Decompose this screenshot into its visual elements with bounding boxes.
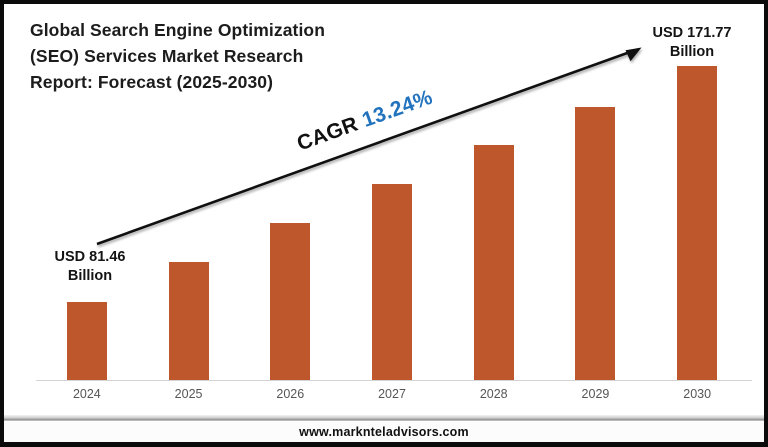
bar-2026 [270,223,311,380]
x-axis-label-2024: 2024 [72,387,101,401]
bar-column-2024 [36,60,138,380]
chart-title-line-2: (SEO) Services Market Research [30,46,304,66]
bar-column-2029 [545,60,647,380]
bar-2024 [66,302,107,380]
bar-2025 [168,262,209,380]
bar-column-2030 [646,60,748,380]
bar-2029 [575,107,616,380]
footer-band: www.marknteladvisors.com [4,422,764,442]
footer-url: www.marknteladvisors.com [299,425,469,439]
chart-title-line-3: Report: Forecast (2025-2030) [30,72,274,92]
value-label-2024-unit: Billion [67,268,113,284]
chart-title: Global Search Engine Optimization (SEO) … [30,17,360,95]
x-axis-label-2025: 2025 [174,387,203,401]
x-axis-label-2027: 2027 [378,387,406,401]
value-label-2024-amount: USD 81.46 [54,249,126,265]
bar-column-2025 [138,60,240,380]
footer-divider [4,415,764,421]
x-axis-label-2026: 2026 [276,387,305,401]
value-label-2030: USD 171.77 Billion [617,24,764,62]
bar-2028 [473,145,514,380]
value-label-2030-unit: Billion [669,44,715,60]
x-axis-labels: 2024 2025 2026 2027 2028 2029 2030 [36,387,748,401]
bar-2030 [677,66,718,380]
x-axis-label-2028: 2028 [479,387,508,401]
chart-title-line-1: Global Search Engine Optimization [30,20,326,40]
bar-2027 [372,184,413,380]
x-axis-label-2029: 2029 [581,387,610,401]
x-axis-label-2030: 2030 [683,387,712,401]
bar-column-2028 [443,60,545,380]
bar-column-2026 [239,60,341,380]
value-label-2030-amount: USD 171.77 [652,25,732,41]
value-label-2024: USD 81.46 Billion [15,248,165,286]
growth-trend-arrow [96,47,642,246]
x-axis-line [36,380,752,381]
bar-plot-area [36,60,748,380]
bar-column-2027 [341,60,443,380]
